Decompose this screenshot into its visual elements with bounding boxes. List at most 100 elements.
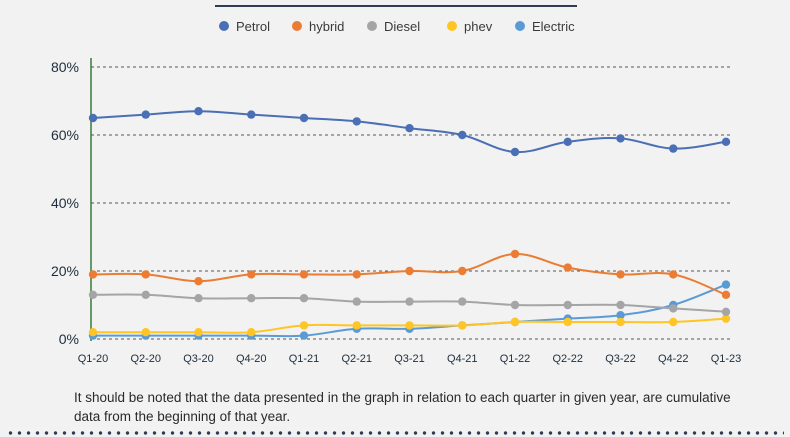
data-point-diesel (616, 300, 625, 310)
data-point-hybrid (352, 270, 361, 279)
data-point-hybrid (669, 270, 678, 279)
x-axis-ticks: Q1-20 Q2-20 Q3-20 Q4-20 Q1-21 Q2-21 Q3-21 Q4-21… (78, 353, 742, 365)
data-point-petrol (352, 117, 361, 126)
x-tick-label: Q3-21 (394, 353, 425, 365)
data-point-hybrid (247, 270, 256, 279)
legend-marker-diesel (367, 21, 377, 31)
y-axis-ticks: 0% 20% 40% 60% 80% (51, 59, 79, 347)
legend-item-hybrid: hybrid (292, 19, 344, 34)
series-group (88, 107, 731, 340)
y-tick-label: 0% (59, 331, 79, 347)
series-hybrid (88, 249, 731, 299)
x-tick-label: Q3-20 (183, 353, 214, 365)
data-point-phev (194, 328, 203, 337)
y-tick-label: 60% (51, 127, 79, 143)
data-point-diesel (669, 304, 678, 313)
series-petrol (88, 107, 731, 157)
data-point-diesel (405, 297, 414, 306)
data-point-hybrid (141, 270, 150, 279)
data-point-petrol (563, 137, 572, 146)
data-point-petrol (88, 113, 98, 123)
legend-label-diesel: Diesel (384, 19, 420, 34)
x-tick-label: Q1-23 (711, 353, 742, 365)
data-point-electric (299, 331, 309, 340)
data-point-phev (563, 317, 572, 327)
data-point-petrol (299, 113, 309, 123)
data-point-diesel (88, 290, 98, 299)
data-point-petrol (247, 110, 256, 119)
data-point-hybrid (616, 270, 625, 279)
legend-marker-phev (447, 21, 457, 31)
x-tick-label: Q4-22 (658, 353, 689, 365)
data-point-hybrid (88, 270, 98, 279)
legend-item-electric: Electric (515, 19, 575, 34)
data-point-phev (299, 321, 309, 330)
data-point-diesel (563, 300, 572, 310)
data-point-petrol (669, 144, 678, 153)
data-point-hybrid (510, 249, 520, 259)
data-point-phev (247, 328, 256, 337)
data-point-hybrid (721, 290, 731, 299)
line-chart: Petrol hybrid Diesel phev Electric 0% 20% 40% 6… (51, 5, 742, 365)
x-tick-label: Q2-20 (130, 353, 161, 365)
data-point-diesel (510, 300, 520, 310)
data-point-hybrid (563, 263, 572, 272)
data-point-electric (616, 311, 625, 320)
data-point-diesel (194, 294, 203, 303)
data-point-petrol (194, 107, 203, 116)
data-point-diesel (247, 294, 256, 303)
y-tick-label: 80% (51, 59, 79, 75)
legend: Petrol hybrid Diesel phev Electric (219, 19, 575, 34)
dotted-divider (6, 430, 784, 436)
x-tick-label: Q2-21 (341, 353, 372, 365)
legend-label-petrol: Petrol (236, 19, 270, 34)
data-point-phev (405, 321, 414, 330)
data-point-petrol (616, 134, 625, 143)
data-point-diesel (721, 307, 731, 316)
data-point-phev (458, 321, 467, 330)
x-tick-label: Q2-22 (552, 353, 583, 365)
y-tick-label: 40% (51, 195, 79, 211)
data-point-phev (669, 317, 678, 327)
legend-label-electric: Electric (532, 19, 575, 34)
y-tick-label: 20% (51, 263, 79, 279)
legend-marker-hybrid (292, 21, 302, 31)
x-tick-label: Q4-21 (447, 353, 478, 365)
data-point-diesel (458, 297, 467, 306)
data-point-hybrid (299, 270, 309, 279)
legend-marker-electric (515, 21, 525, 31)
legend-item-diesel: Diesel (367, 19, 420, 34)
data-point-petrol (721, 137, 731, 146)
data-point-petrol (141, 110, 150, 119)
legend-marker-petrol (219, 21, 229, 31)
data-point-phev (88, 328, 98, 337)
data-point-phev (510, 317, 520, 327)
series-phev (88, 314, 731, 337)
series-diesel (88, 290, 731, 316)
data-point-petrol (458, 130, 467, 140)
x-tick-label: Q1-20 (78, 353, 109, 365)
data-point-petrol (405, 124, 414, 133)
x-tick-label: Q1-22 (500, 353, 531, 365)
data-point-phev (721, 314, 731, 323)
data-point-phev (616, 317, 625, 327)
data-point-phev (352, 321, 361, 330)
legend-item-petrol: Petrol (219, 19, 270, 34)
data-point-diesel (141, 290, 150, 299)
data-point-hybrid (458, 266, 467, 276)
data-point-hybrid (194, 277, 203, 286)
data-point-electric (721, 280, 731, 289)
x-tick-label: Q1-21 (289, 353, 320, 365)
footnote: It should be noted that the data present… (74, 390, 731, 424)
series-electric (88, 280, 731, 340)
legend-item-phev: phev (447, 19, 493, 34)
data-point-hybrid (405, 266, 414, 276)
x-tick-label: Q4-20 (236, 353, 267, 365)
data-point-diesel (299, 294, 309, 303)
legend-label-phev: phev (464, 19, 493, 34)
data-point-diesel (352, 297, 361, 306)
x-tick-label: Q3-22 (605, 353, 636, 365)
legend-label-hybrid: hybrid (309, 19, 344, 34)
data-point-petrol (510, 147, 520, 157)
data-point-phev (141, 328, 150, 337)
